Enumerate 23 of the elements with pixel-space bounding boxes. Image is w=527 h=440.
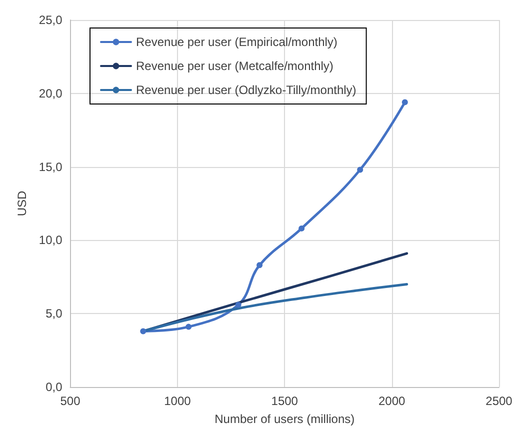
x-axis-title: Number of users (millions)	[214, 412, 355, 426]
x-tick-label: 2000	[378, 394, 406, 408]
point	[402, 99, 408, 106]
point	[140, 328, 146, 334]
point	[235, 302, 242, 308]
point	[186, 324, 192, 330]
y-tick-label: 25,0	[38, 13, 63, 27]
legend-label: Revenue per user (Odlyzko-Tilly/monthly)	[136, 83, 356, 97]
y-tick-label: 10,0	[38, 233, 63, 248]
y-tick-label: 20,0	[38, 86, 63, 100]
y-tick-label: 0,0	[46, 380, 63, 394]
y-tick-label: 5,0	[46, 306, 63, 321]
legend-label: Revenue per user (Empirical/monthly)	[136, 35, 338, 49]
x-tick-label: 2500	[486, 394, 513, 408]
y-tick-label: 15,0	[38, 160, 63, 174]
point	[357, 166, 364, 173]
point	[298, 225, 305, 232]
point	[256, 262, 263, 268]
x-tick-label: 1500	[271, 394, 298, 408]
x-tick-label: 1000	[164, 394, 192, 408]
y-axis-title: USD	[15, 190, 29, 216]
legend-label: Revenue per user (Metcalfe/monthly)	[136, 59, 334, 73]
x-tick-label: 500	[60, 394, 81, 408]
